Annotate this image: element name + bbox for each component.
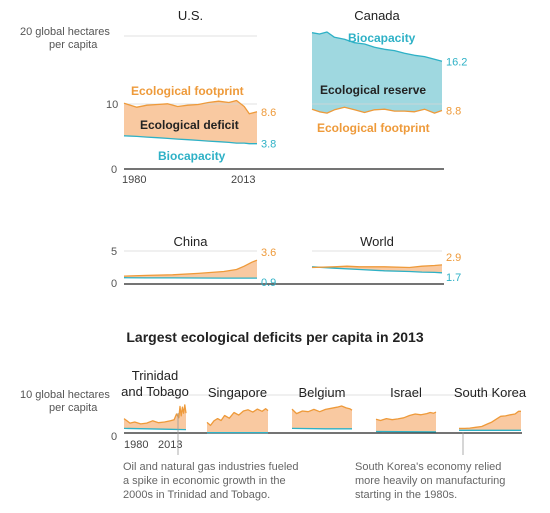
world-biocapacity-end-label: 1.7 <box>446 272 461 284</box>
us-biocapacity-label: Biocapacity <box>158 149 226 163</box>
u-s-footprint-end-label: 8.6 <box>261 107 276 119</box>
bottom-ytick-0: 0 <box>111 431 117 443</box>
section-title: Largest ecological deficits per capita i… <box>126 329 423 345</box>
korea-annotation-line-1: South Korea's economy relied <box>355 461 501 473</box>
singapore-ecological-footprint-line <box>206 408 269 427</box>
bottom-xtick-start: 1980 <box>124 439 148 451</box>
belgium-panel-title: Belgium <box>299 385 346 400</box>
china-panel-title: China <box>174 234 209 249</box>
top-xtick-end: 2013 <box>231 174 255 186</box>
china-biocapacity-end-label: 0.9 <box>261 277 276 289</box>
mid-ytick-0: 0 <box>111 278 117 290</box>
south-korea-panel-title: South Korea <box>454 385 527 400</box>
singapore-panel-title: Singapore <box>208 385 267 400</box>
canada-biocapacity-end-label: 16.2 <box>446 56 467 68</box>
u-s-panel-title: U.S. <box>178 8 203 23</box>
belgium-deficit-area <box>292 406 352 429</box>
top-ytick-10: 10 <box>106 99 118 111</box>
bottom-ytick-10-unit: per capita <box>49 402 98 414</box>
china-deficit-area <box>124 260 257 279</box>
bottom-ytick-10: 10 global hectares <box>20 389 110 401</box>
trinidad-and-tobago-title-line-1: Trinidad <box>132 368 178 383</box>
canada-reserve-area <box>312 32 442 114</box>
top-xtick-start: 1980 <box>122 174 146 186</box>
china-footprint-end-label: 3.6 <box>261 247 276 259</box>
korea-annotation-line-3: starting in the 1980s. <box>355 489 457 501</box>
korea-annotation-line-2: more heavily on manufacturing <box>355 475 505 487</box>
israel-panel-title: Israel <box>390 385 422 400</box>
canada-panel-title: Canada <box>354 8 400 23</box>
u-s-biocapacity-line <box>123 135 257 145</box>
top-ytick-20: 20 global hectares <box>20 26 110 38</box>
canada-biocapacity-line <box>311 31 443 62</box>
south-korea-ecological-footprint-line <box>459 410 521 430</box>
top-ytick-0: 0 <box>111 164 117 176</box>
trinidad-and-tobago-panel-title: Trinidad and Tobago <box>121 368 189 399</box>
trinidad-annotation-line-2: a spike in economic growth in the <box>123 475 286 487</box>
canada-reserve-label: Ecological reserve <box>320 83 426 97</box>
mid-ytick-5: 5 <box>111 246 117 258</box>
canada-ecological-footprint-line <box>311 106 443 114</box>
u-s-biocapacity-end-label: 3.8 <box>261 139 276 151</box>
trinidad-and-tobago-biocapacity-line <box>123 427 187 431</box>
series-lines <box>123 31 521 434</box>
us-deficit-label: Ecological deficit <box>140 118 239 132</box>
world-footprint-end-label: 2.9 <box>446 252 461 264</box>
trinidad-annotation-line-3: 2000s in Trinidad and Tobago. <box>123 489 270 501</box>
world-biocapacity-line <box>311 266 443 274</box>
canada-footprint-end-label: 8.8 <box>446 105 461 117</box>
trinidad-and-tobago-title-line-2: and Tobago <box>121 384 189 399</box>
israel-ecological-footprint-line <box>375 411 437 422</box>
china-ecological-footprint-line <box>123 259 258 277</box>
canada-footprint-label: Ecological footprint <box>317 121 430 135</box>
belgium-ecological-footprint-line <box>291 405 353 415</box>
baselines <box>124 35 522 434</box>
trinidad-and-tobago-deficit-area <box>124 407 186 430</box>
u-s-ecological-footprint-line <box>123 99 258 115</box>
top-ytick-20-unit: per capita <box>49 39 98 51</box>
israel-deficit-area <box>376 412 436 432</box>
bottom-xtick-end: 2013 <box>158 439 182 451</box>
us-footprint-label: Ecological footprint <box>131 84 244 98</box>
world-panel-title: World <box>360 234 394 249</box>
canada-biocapacity-label: Biocapacity <box>348 31 416 45</box>
u-s-deficit-area <box>124 100 257 144</box>
chart-text: U.S. 8.6 3.8 Canada 8.8 16.2 China 3.6 0.9 World 2… <box>121 8 527 400</box>
singapore-deficit-area <box>207 408 268 433</box>
trinidad-annotation-line-1: Oil and natural gas industries fueled <box>123 461 299 473</box>
world-ecological-footprint-line <box>311 264 443 269</box>
trinidad-and-tobago-ecological-footprint-line <box>123 404 187 425</box>
